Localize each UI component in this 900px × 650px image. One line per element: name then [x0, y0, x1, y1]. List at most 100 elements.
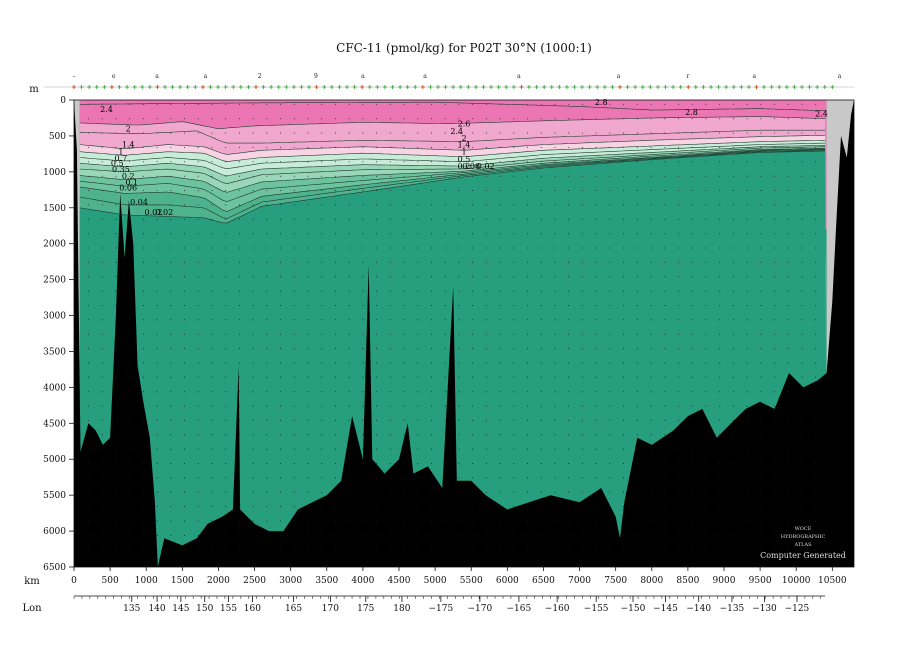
- sample-point: [815, 463, 817, 464]
- sample-point: [184, 491, 185, 493]
- sample-point: [238, 319, 240, 321]
- sample-point: [252, 463, 254, 464]
- sample-point: [719, 391, 721, 393]
- sample-point: [334, 419, 336, 421]
- sample-point: [266, 520, 268, 522]
- sample-point: [801, 261, 803, 263]
- sample-point: [101, 549, 103, 551]
- sample-point: [197, 405, 199, 407]
- sample-point: [609, 261, 611, 263]
- sample-point: [252, 362, 254, 364]
- sample-point: [431, 419, 432, 421]
- sample-point: [581, 118, 583, 120]
- sample-point: [650, 348, 652, 350]
- sample-point: [129, 319, 131, 321]
- sample-point: [732, 146, 734, 148]
- sample-point: [307, 491, 309, 493]
- sample-point: [444, 290, 446, 292]
- sample-point: [252, 419, 254, 421]
- sample-point: [595, 261, 597, 263]
- sample-point: [362, 362, 364, 364]
- sample-point: [252, 520, 254, 522]
- sample-point: [362, 391, 364, 393]
- sample-point: [554, 333, 556, 335]
- sample-point: [623, 362, 625, 364]
- sample-point: [623, 118, 625, 120]
- sample-point: [554, 319, 556, 321]
- sample-point: [197, 491, 199, 493]
- sample-point: [801, 477, 803, 479]
- sample-point: [746, 204, 748, 206]
- sample-point: [252, 491, 254, 493]
- sample-point: [595, 276, 597, 278]
- sample-point: [444, 218, 446, 220]
- sample-point: [417, 319, 419, 321]
- sample-point: [691, 549, 693, 551]
- sample-point: [101, 161, 103, 163]
- sample-point: [609, 534, 611, 536]
- sample-point: [403, 506, 405, 508]
- sample-point: [334, 348, 336, 350]
- sample-point: [334, 175, 336, 177]
- sample-point: [581, 103, 583, 105]
- sample-point: [87, 549, 89, 551]
- sample-point: [595, 333, 597, 335]
- sample-point: [115, 434, 117, 436]
- sample-point: [568, 549, 570, 551]
- sample-point: [307, 233, 309, 235]
- sample-point: [746, 319, 748, 321]
- sample-point: [664, 161, 666, 163]
- sample-point: [650, 204, 652, 206]
- sample-point: [87, 233, 89, 235]
- sample-point: [664, 491, 666, 493]
- sample-point: [334, 520, 336, 522]
- sample-point: [691, 319, 693, 321]
- sample-point: [636, 348, 638, 350]
- station-number-0: –: [73, 73, 76, 80]
- sample-point: [527, 190, 529, 191]
- sample-point: [746, 448, 748, 450]
- sample-point: [595, 190, 597, 191]
- sample-point: [238, 448, 240, 450]
- sample-point: [527, 132, 529, 134]
- sample-point: [142, 333, 144, 335]
- sample-point: [760, 132, 762, 134]
- sample-point: [540, 477, 542, 479]
- sample-point: [540, 419, 542, 421]
- sample-point: [280, 247, 282, 249]
- sample-point: [334, 218, 336, 220]
- sample-point: [225, 161, 227, 163]
- sample-point: [156, 175, 158, 177]
- sample-point: [595, 448, 597, 450]
- sample-point: [650, 118, 652, 120]
- sample-point: [554, 405, 556, 407]
- sample-point: [101, 290, 103, 292]
- sample-point: [581, 146, 583, 148]
- sample-point: [568, 376, 570, 378]
- sample-point: [101, 434, 103, 436]
- sample-point: [170, 175, 172, 177]
- lon-tick-label-1: 140: [148, 604, 165, 614]
- sample-point: [225, 290, 227, 292]
- sample-point: [431, 233, 432, 235]
- sample-point: [156, 362, 158, 364]
- sample-point: [211, 391, 213, 393]
- sample-point: [115, 276, 117, 278]
- sample-point: [417, 477, 419, 479]
- sample-point: [266, 491, 268, 493]
- sample-point: [280, 204, 282, 206]
- sample-point: [787, 218, 789, 220]
- sample-point: [691, 175, 693, 177]
- sample-point: [197, 305, 199, 306]
- sample-point: [458, 506, 460, 508]
- sample-point: [362, 118, 364, 120]
- sample-point: [815, 132, 817, 134]
- sample-point: [115, 290, 117, 292]
- sample-point: [238, 506, 240, 508]
- sample-point: [650, 161, 652, 163]
- sample-point: [527, 305, 529, 306]
- sample-point: [280, 118, 282, 120]
- sample-point: [403, 333, 405, 335]
- sample-point: [431, 103, 432, 105]
